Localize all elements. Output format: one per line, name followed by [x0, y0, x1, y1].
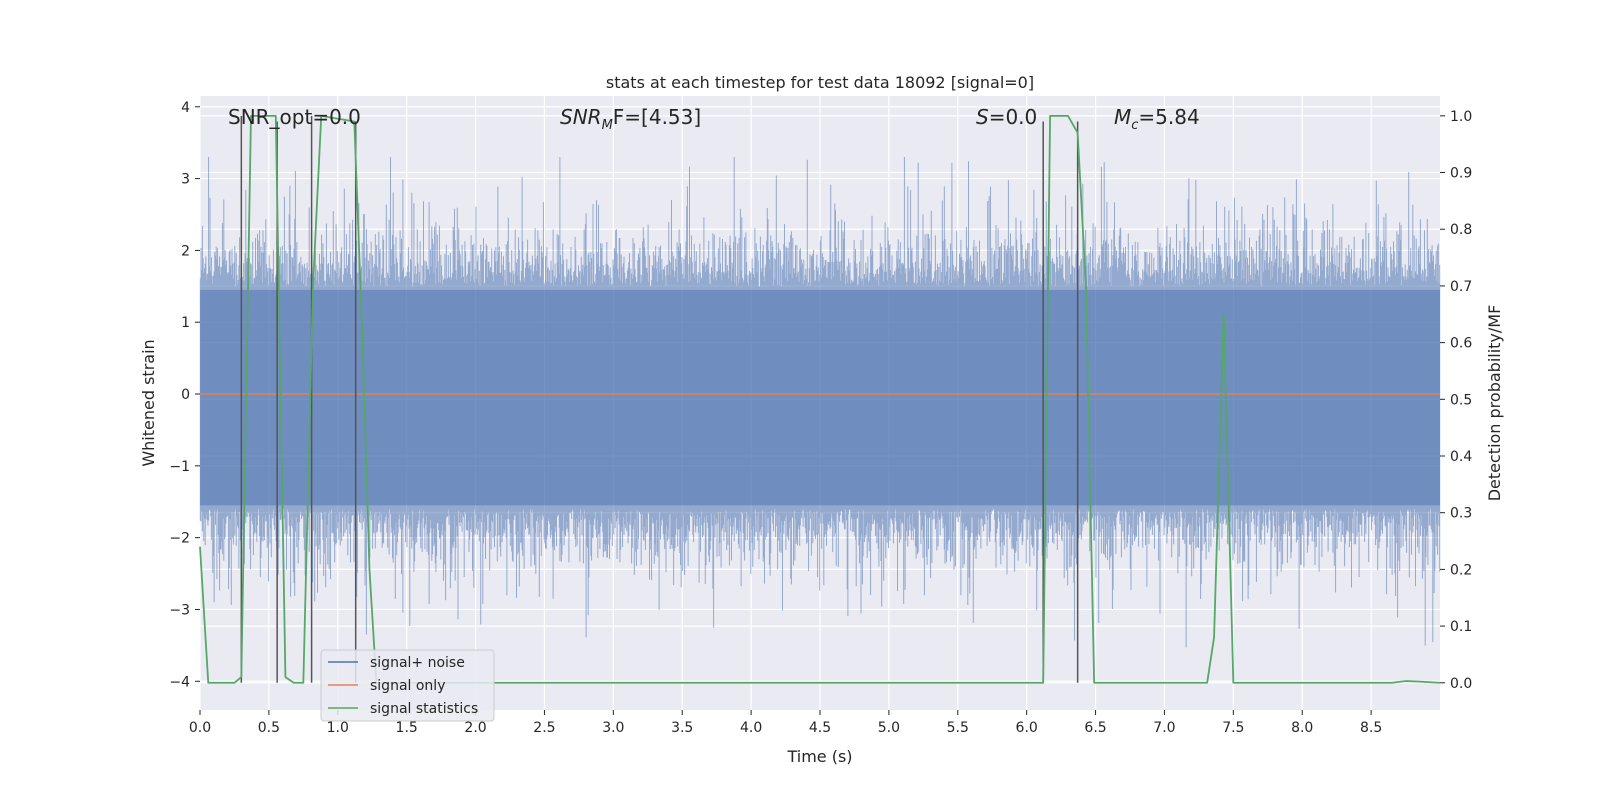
y2-tick-label-10: 1.0: [1450, 109, 1472, 125]
y2-tick-label-7: 0.7: [1450, 279, 1472, 295]
legend: signal+ noise signal only signal statist…: [320, 649, 495, 722]
annotation-s-value: =0.0: [989, 105, 1038, 129]
y-axis-label: Whitened strain: [139, 339, 158, 466]
y2-tick-label-8: 0.8: [1450, 222, 1472, 238]
annotation-s: S=0.0: [976, 105, 1037, 129]
y-tick-label-4: 0: [181, 387, 190, 403]
x-tick-label-12: 6.0: [1016, 720, 1038, 736]
x-tick-label-11: 5.5: [947, 720, 969, 736]
annotation-mc-sub: c: [1131, 118, 1138, 133]
y-tick-label-2: −2: [169, 531, 190, 547]
x-tick-label-3: 1.5: [396, 720, 418, 736]
x-tick-label-15: 7.5: [1222, 720, 1244, 736]
y-tick-label-8: 4: [181, 100, 190, 116]
y2-tick-label-2: 0.2: [1450, 562, 1472, 578]
y-tick-label-3: −1: [169, 459, 190, 475]
x-tick-label-7: 3.5: [671, 720, 693, 736]
y2-axis-ticks: 0.0 0.1 0.2 0.3 0.4 0.5 0.6 0.7 0.8 0.9 1.0: [1440, 109, 1472, 692]
annotation-mc: Mc=5.84: [1114, 105, 1200, 133]
vertical-markers: [240, 115, 1079, 683]
legend-box: [320, 649, 495, 722]
y2-tick-label-3: 0.3: [1450, 506, 1472, 522]
chart-title: stats at each timestep for test data 180…: [606, 73, 1034, 92]
y2-tick-label-5: 0.5: [1450, 392, 1472, 408]
x-tick-label-4: 2.0: [464, 720, 486, 736]
y-tick-label-6: 2: [181, 243, 190, 259]
annotation-s-main: S: [976, 105, 989, 129]
annotation-snr-mf-value: F=[4.53]: [613, 105, 701, 129]
x-tick-label-10: 5.0: [878, 720, 900, 736]
annotation-mc-value: =5.84: [1138, 105, 1199, 129]
x-tick-label-5: 2.5: [533, 720, 555, 736]
legend-label-signal-noise: signal+ noise: [370, 655, 465, 671]
y2-tick-label-9: 0.9: [1450, 166, 1472, 182]
y2-tick-label-0: 0.0: [1450, 676, 1472, 692]
series-signal-noise: [199, 157, 1441, 648]
y2-tick-label-1: 0.1: [1450, 619, 1472, 635]
y-tick-label-7: 3: [181, 172, 190, 188]
x-tick-label-9: 4.5: [809, 720, 831, 736]
legend-label-signal-statistics: signal statistics: [370, 701, 478, 717]
y2-tick-label-6: 0.6: [1450, 336, 1472, 352]
x-tick-label-14: 7.0: [1153, 720, 1175, 736]
x-tick-label-1: 0.5: [258, 720, 280, 736]
legend-label-signal-only: signal only: [370, 678, 445, 694]
x-tick-label-0: 0.0: [189, 720, 211, 736]
y2-tick-label-4: 0.4: [1450, 449, 1472, 465]
x-axis-ticks: 0.0 0.5 1.0 1.5 2.0 2.5 3.0 3.5 4.0 4.5 5.0 5.5 6.0 6…: [189, 710, 1382, 736]
y2-axis-label: Detection probability/MF: [1485, 305, 1504, 502]
annotation-snr-opt: SNR_opt=0.0: [228, 105, 361, 129]
x-tick-label-2: 1.0: [327, 720, 349, 736]
annotation-snr-mf-main: SNR: [560, 105, 602, 129]
x-tick-label-13: 6.5: [1084, 720, 1106, 736]
y-tick-label-1: −3: [169, 602, 190, 618]
y-tick-label-0: −4: [169, 674, 190, 690]
noise-core-band: [200, 289, 1440, 506]
y-tick-label-5: 1: [181, 315, 190, 331]
x-tick-label-17: 8.5: [1360, 720, 1382, 736]
annotation-mc-main: M: [1114, 105, 1131, 129]
x-tick-label-16: 8.0: [1291, 720, 1313, 736]
x-tick-label-8: 4.0: [740, 720, 762, 736]
x-tick-label-6: 3.0: [602, 720, 624, 736]
y-axis-ticks: −4 −3 −2 −1 0 1 2 3 4: [169, 100, 200, 690]
x-axis-label: Time (s): [786, 747, 852, 766]
annotation-snr-mf-sub: M: [602, 118, 613, 133]
annotation-snr-mf: SNRMF=[4.53]: [560, 105, 701, 133]
